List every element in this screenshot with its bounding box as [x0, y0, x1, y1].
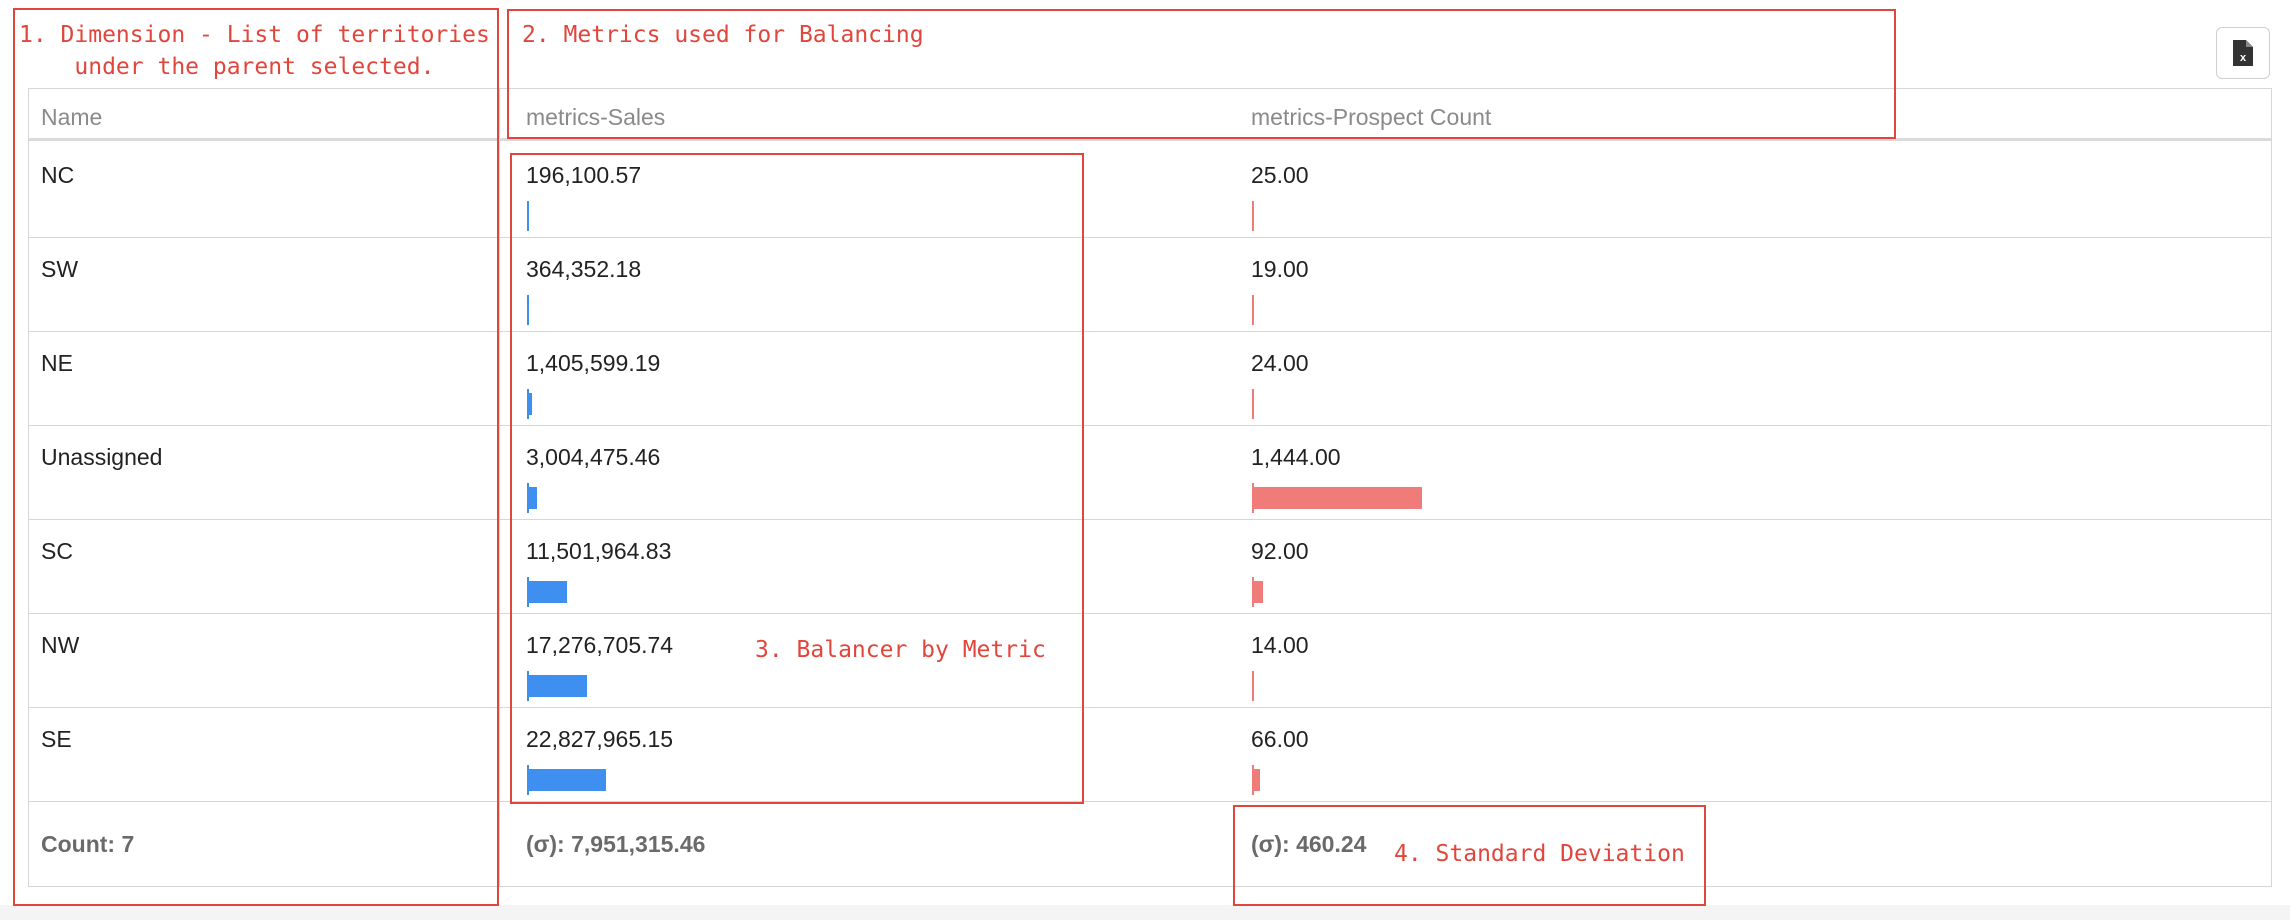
sales-bar-fill [527, 393, 532, 415]
territory-name: SW [41, 256, 79, 282]
annotation-metrics: 2. Metrics used for Balancing [522, 22, 924, 48]
table-footer: Count: 7 (σ): 7,951,315.46 (σ): 460.24 [29, 801, 2271, 887]
sales-bar-fill [527, 487, 538, 509]
row-count: Count: 7 [41, 831, 135, 857]
table-row[interactable]: NC 196,100.57 25.00 [29, 144, 2271, 238]
prospect-count-value: 1,444.00 [1251, 444, 1341, 470]
annotation-box-std [1233, 805, 1706, 906]
excel-export-icon: x [2233, 40, 2253, 66]
annotation-box-metrics [507, 9, 1896, 139]
sales-std-deviation: (σ): 7,951,315.46 [526, 831, 706, 857]
sales-value: 1,405,599.19 [526, 350, 661, 376]
table-row[interactable]: Unassigned 3,004,475.46 1,444.00 [29, 426, 2271, 520]
table-row[interactable]: SC 11,501,964.83 92.00 [29, 520, 2271, 614]
column-divider [499, 89, 500, 886]
prospect-bar-fill [1252, 581, 1263, 603]
export-excel-button[interactable]: x [2216, 27, 2270, 79]
prospect-bar-fill [1252, 393, 1254, 415]
territory-name: NC [41, 162, 75, 188]
annotation-std: 4. Standard Deviation [1394, 841, 1685, 867]
annotation-box-balancer [510, 153, 1084, 804]
annotation-box-dimension [13, 8, 499, 906]
territory-name: NE [41, 350, 73, 376]
territory-name: Unassigned [41, 444, 163, 470]
sales-value: 17,276,705.74 [526, 632, 674, 658]
sales-bar-fill [527, 299, 529, 321]
sales-value: 11,501,964.83 [526, 538, 672, 564]
prospect-count-value: 14.00 [1251, 632, 1309, 658]
balancing-table: Name metrics-Sales metrics-Prospect Coun… [28, 88, 2272, 887]
annotation-dimension: 1. Dimension - List of territories under… [19, 22, 490, 80]
header-prospect-count[interactable]: metrics-Prospect Count [1251, 104, 1492, 130]
prospect-count-value: 66.00 [1251, 726, 1309, 752]
prospect-bar-fill [1252, 675, 1254, 697]
territory-name: SE [41, 726, 72, 752]
table-row[interactable]: SW 364,352.18 19.00 [29, 238, 2271, 332]
prospect-std-deviation: (σ): 460.24 [1251, 831, 1367, 857]
prospect-bar-fill [1252, 769, 1260, 791]
prospect-count-value: 24.00 [1251, 350, 1309, 376]
table-header: Name metrics-Sales metrics-Prospect Coun… [29, 89, 2271, 141]
sales-value: 3,004,475.46 [526, 444, 661, 470]
prospect-count-value: 19.00 [1251, 256, 1309, 282]
header-sales[interactable]: metrics-Sales [526, 104, 666, 130]
prospect-bar-fill [1252, 299, 1254, 321]
table-row[interactable]: NW 17,276,705.74 14.00 [29, 614, 2271, 708]
svg-text:x: x [2240, 52, 2247, 64]
table-row[interactable]: NE 1,405,599.19 24.00 [29, 332, 2271, 426]
annotation-balancer: 3. Balancer by Metric [755, 637, 1046, 663]
sales-bar-fill [527, 675, 587, 697]
sales-value: 22,827,965.15 [526, 726, 674, 752]
header-name[interactable]: Name [41, 104, 103, 130]
sales-bar-fill [527, 581, 567, 603]
table-row[interactable]: SE 22,827,965.15 66.00 [29, 708, 2271, 802]
prospect-bar-fill [1252, 205, 1254, 227]
sales-bar-fill [527, 205, 529, 227]
sales-bar-fill [527, 769, 606, 791]
sales-value: 196,100.57 [526, 162, 642, 188]
territory-name: SC [41, 538, 73, 564]
prospect-bar-fill [1252, 487, 1422, 509]
prospect-count-value: 92.00 [1251, 538, 1309, 564]
prospect-count-value: 25.00 [1251, 162, 1309, 188]
sales-value: 364,352.18 [526, 256, 642, 282]
territory-name: NW [41, 632, 80, 658]
